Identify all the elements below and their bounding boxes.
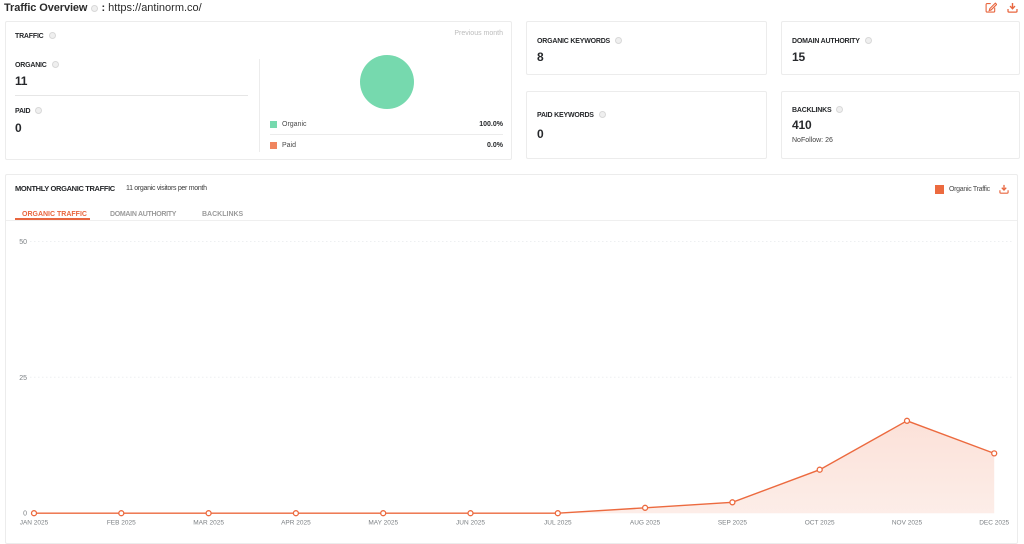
svg-text:FEB 2025: FEB 2025 bbox=[107, 520, 136, 527]
svg-text:25: 25 bbox=[19, 375, 27, 382]
svg-text:50: 50 bbox=[19, 239, 27, 246]
svg-text:MAR 2025: MAR 2025 bbox=[193, 520, 224, 527]
svg-text:AUG 2025: AUG 2025 bbox=[630, 520, 661, 527]
svg-text:SEP 2025: SEP 2025 bbox=[718, 520, 748, 527]
svg-text:JUL 2025: JUL 2025 bbox=[544, 520, 572, 527]
svg-text:MAY 2025: MAY 2025 bbox=[368, 520, 398, 527]
svg-text:0: 0 bbox=[23, 511, 27, 518]
svg-text:NOV 2025: NOV 2025 bbox=[892, 520, 923, 527]
svg-text:OCT 2025: OCT 2025 bbox=[805, 520, 835, 527]
svg-text:APR 2025: APR 2025 bbox=[281, 520, 311, 527]
svg-text:JAN 2025: JAN 2025 bbox=[20, 520, 49, 527]
svg-text:DEC 2025: DEC 2025 bbox=[979, 520, 1009, 527]
svg-text:JUN 2025: JUN 2025 bbox=[456, 520, 485, 527]
